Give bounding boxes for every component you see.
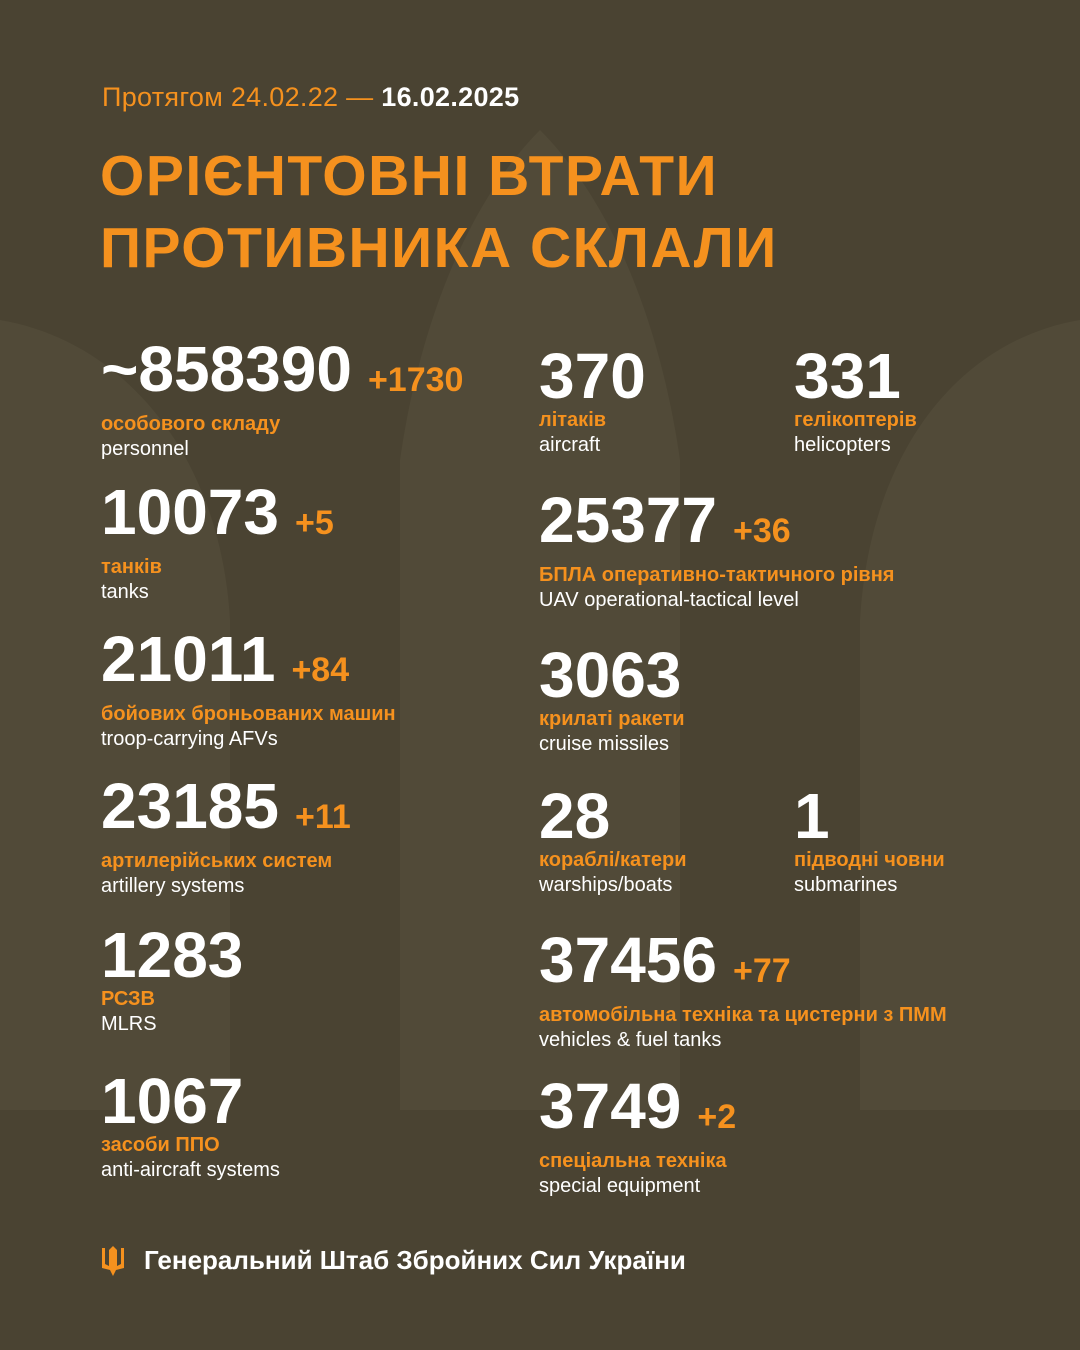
- stat-label-en: artillery systems: [101, 875, 245, 897]
- stat-value: 1: [794, 784, 945, 848]
- stat-number: 1: [794, 780, 830, 852]
- stat-value: 21011 +84: [101, 627, 396, 702]
- stat-value: 28: [539, 784, 687, 848]
- stat-label-ua: засоби ППО: [101, 1134, 220, 1156]
- stat-label-ua: артилерійських систем: [101, 850, 333, 872]
- stat-aircraft: 370 літаків aircraft: [539, 344, 646, 458]
- stat-label-en: helicopters: [794, 434, 891, 456]
- stat-label-en: anti-aircraft systems: [101, 1159, 280, 1181]
- stat-warships: 28 кораблі/катери warships/boats: [539, 784, 687, 898]
- stat-tanks: 10073 +5 танків tanks: [101, 480, 334, 605]
- stat-special-equipment: 3749 +2 спеціальна техніка special equipm…: [539, 1074, 736, 1199]
- stat-value: 37456 +77: [539, 928, 947, 1003]
- stat-label-ua: автомобільна техніка та цистерни з ПММ: [539, 1004, 947, 1026]
- stat-number: ~858390: [101, 333, 352, 405]
- stat-label-ua: танків: [101, 556, 162, 578]
- stat-number: 25377: [539, 484, 717, 556]
- stat-label-ua: літаків: [539, 409, 607, 431]
- period-subtitle: Протягом 24.02.22 — 16.02.2025: [102, 82, 519, 113]
- stat-number: 3749: [539, 1070, 682, 1142]
- footer-text: Генеральний Штаб Збройних Сил України: [144, 1245, 686, 1275]
- stat-value: 23185 +11: [101, 774, 351, 849]
- stat-delta: +77: [732, 952, 791, 990]
- stat-label-ua: БПЛА оперативно-тактичного рівня: [539, 564, 895, 586]
- stat-delta: +5: [294, 504, 334, 542]
- stat-number: 10073: [101, 476, 279, 548]
- stat-label-en: tanks: [101, 581, 149, 603]
- stat-value: 25377 +36: [539, 488, 894, 563]
- stat-value: 1283: [101, 923, 243, 987]
- stat-value: 331: [794, 344, 917, 408]
- stat-anti-aircraft: 1067 засоби ППО anti-aircraft systems: [101, 1069, 280, 1183]
- stat-value: 3749 +2: [539, 1074, 736, 1149]
- stat-label-en: MLRS: [101, 1013, 157, 1035]
- stat-artillery: 23185 +11 артилерійських систем artillery…: [101, 774, 351, 899]
- stat-number: 28: [539, 780, 611, 852]
- stat-label-ua: крилаті ракети: [539, 708, 685, 730]
- stat-label-ua: бойових броньованих машин: [101, 703, 396, 725]
- stat-label-en: personnel: [101, 438, 189, 460]
- stat-number: 1283: [101, 919, 244, 991]
- stat-label-ua: РСЗВ: [101, 988, 155, 1010]
- footer: Генеральний Штаб Збройних Сил України: [100, 1245, 686, 1276]
- stat-submarines: 1 підводні човни submarines: [794, 784, 945, 898]
- page-title: ОРІЄНТОВНІ ВТРАТИ ПРОТИВНИКА СКЛАЛИ: [100, 140, 778, 284]
- period-end: 16.02.2025: [381, 82, 520, 112]
- stat-label-ua: кораблі/катери: [539, 849, 687, 871]
- title-line-1: ОРІЄНТОВНІ ВТРАТИ: [100, 144, 719, 208]
- trident-icon: [102, 1245, 124, 1276]
- stat-value: 370: [539, 344, 646, 408]
- stat-value: ~858390 +1730: [101, 337, 463, 412]
- stat-cruise-missiles: 3063 крилаті ракети cruise missiles: [539, 643, 685, 757]
- stat-label-en: special equipment: [539, 1175, 701, 1197]
- stat-delta: +84: [291, 651, 350, 689]
- stat-number: 1067: [101, 1065, 244, 1137]
- title-line-2: ПРОТИВНИКА СКЛАЛИ: [100, 216, 778, 280]
- stat-label-en: warships/boats: [539, 874, 673, 896]
- stat-delta: +36: [732, 512, 791, 550]
- stat-value: 3063: [539, 643, 685, 707]
- stat-number: 331: [794, 340, 901, 412]
- stat-label-ua: підводні човни: [794, 849, 945, 871]
- stat-number: 370: [539, 340, 646, 412]
- stat-delta: +2: [697, 1098, 737, 1136]
- stat-afv: 21011 +84 бойових броньованих машин troop…: [101, 627, 396, 752]
- stat-helicopters: 331 гелікоптерів helicopters: [794, 344, 917, 458]
- stat-label-en: vehicles & fuel tanks: [539, 1029, 722, 1051]
- stat-label-en: UAV operational-tactical level: [539, 589, 799, 611]
- stat-uav: 25377 +36 БПЛА оперативно-тактичного рівн…: [539, 488, 894, 613]
- stat-label-ua: особового складу: [101, 413, 281, 435]
- stat-delta: +1730: [367, 361, 464, 399]
- stat-number: 21011: [101, 623, 276, 695]
- stat-number: 37456: [539, 924, 717, 996]
- stat-personnel: ~858390 +1730 особового складу personnel: [101, 337, 463, 462]
- stat-label-en: troop-carrying AFVs: [101, 728, 278, 750]
- stat-label-en: aircraft: [539, 434, 601, 456]
- period-start: Протягом 24.02.22 —: [102, 82, 374, 112]
- stat-label-en: submarines: [794, 874, 898, 896]
- stat-label-ua: спеціальна техніка: [539, 1150, 727, 1172]
- stat-value: 10073 +5: [101, 480, 334, 555]
- stat-value: 1067: [101, 1069, 280, 1133]
- stat-number: 23185: [101, 770, 279, 842]
- stat-delta: +11: [294, 798, 351, 836]
- stat-label-ua: гелікоптерів: [794, 409, 917, 431]
- stat-mlrs: 1283 РСЗВ MLRS: [101, 923, 243, 1037]
- stat-number: 3063: [539, 639, 682, 711]
- stat-vehicles: 37456 +77 автомобільна техніка та цистерн…: [539, 928, 947, 1053]
- stat-label-en: cruise missiles: [539, 733, 670, 755]
